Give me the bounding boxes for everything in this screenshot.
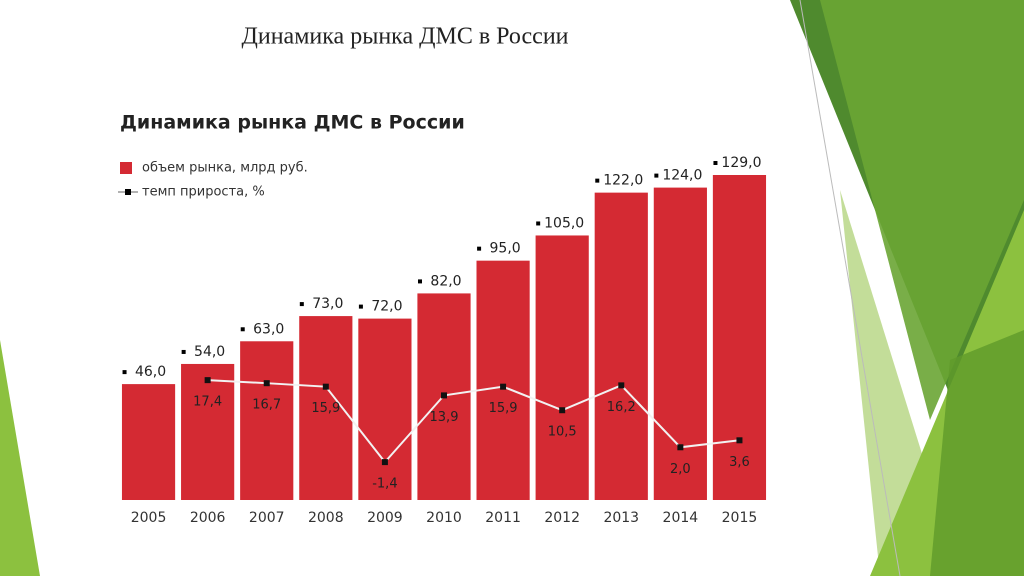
x-tick-label: 2007 <box>249 510 285 526</box>
line-marker <box>204 377 211 384</box>
data-label: 16,2 <box>607 400 636 415</box>
label-marker <box>418 279 422 284</box>
data-label: 15,9 <box>311 401 340 416</box>
label-marker <box>122 370 127 375</box>
decor <box>799 0 901 576</box>
bar <box>594 192 648 500</box>
bar <box>240 341 294 500</box>
data-label: 16,7 <box>252 398 281 413</box>
data-label: 17,4 <box>193 395 222 410</box>
data-label: 73,0 <box>312 296 343 312</box>
data-label: 3,6 <box>729 455 750 470</box>
data-label: 2,0 <box>670 462 691 477</box>
legend-swatch <box>125 189 131 195</box>
data-label: 46,0 <box>135 364 166 380</box>
label-marker <box>654 173 659 178</box>
line-marker <box>500 383 507 390</box>
data-label: 15,9 <box>489 401 518 416</box>
data-label: 122,0 <box>603 173 643 189</box>
data-label: 129,0 <box>721 155 761 171</box>
label-marker <box>595 178 600 183</box>
line-marker <box>322 383 329 390</box>
bar <box>712 175 767 500</box>
data-label: -1,4 <box>372 477 397 492</box>
data-label: 105,0 <box>544 215 584 231</box>
x-tick-label: 2006 <box>190 510 226 526</box>
label-marker <box>181 349 186 354</box>
data-label: 10,5 <box>548 425 577 440</box>
x-tick-label: 2010 <box>426 510 462 526</box>
line-marker <box>263 380 270 387</box>
x-tick-label: 2011 <box>485 510 521 526</box>
data-label: 72,0 <box>371 299 402 315</box>
data-label: 124,0 <box>662 168 702 184</box>
label-marker <box>299 302 304 307</box>
bar <box>476 260 530 500</box>
label-marker <box>358 304 363 309</box>
decor <box>820 0 1024 420</box>
line-marker <box>381 459 388 466</box>
line-marker <box>736 437 743 444</box>
data-label: 82,0 <box>430 273 461 289</box>
x-tick-label: 2009 <box>367 510 403 526</box>
label-marker <box>477 246 482 251</box>
line-marker <box>618 382 625 389</box>
slide-title: Динамика рынка ДМС в России <box>242 24 569 50</box>
label-marker <box>713 161 718 165</box>
bar <box>535 235 589 500</box>
legend-label: темп прироста, % <box>142 185 265 200</box>
x-tick-label: 2014 <box>663 510 699 526</box>
line-marker <box>677 444 684 451</box>
x-tick-label: 2008 <box>308 510 344 526</box>
label-marker <box>536 221 541 226</box>
x-tick-label: 2005 <box>131 510 167 526</box>
bar <box>653 187 707 500</box>
chart-title: Динамика рынка ДМС в России <box>120 112 465 134</box>
line-marker <box>441 392 447 399</box>
line-marker <box>559 407 566 414</box>
legend-label: объем рынка, млрд руб. <box>142 161 308 176</box>
decor <box>0 340 40 576</box>
bar <box>181 363 235 500</box>
data-label: 13,9 <box>430 410 459 425</box>
bar <box>358 318 412 500</box>
data-label: 63,0 <box>253 321 284 337</box>
line <box>207 379 740 464</box>
label-marker <box>240 327 245 332</box>
x-tick-label: 2013 <box>603 510 639 526</box>
data-label: 95,0 <box>490 241 521 257</box>
x-tick-label: 2012 <box>544 510 580 526</box>
bar <box>121 384 176 500</box>
decor <box>930 330 1024 576</box>
data-label: 54,0 <box>194 344 225 360</box>
x-tick-label: 2015 <box>722 510 758 526</box>
legend-swatch <box>120 162 132 174</box>
